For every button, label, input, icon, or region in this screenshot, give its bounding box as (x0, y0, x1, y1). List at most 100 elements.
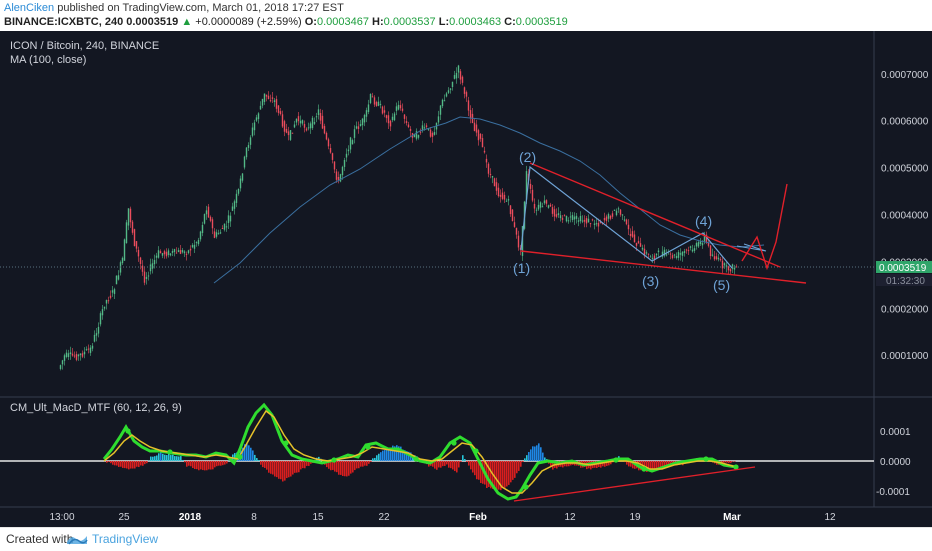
macd-hist-bar (734, 461, 736, 462)
candle-body (307, 127, 310, 129)
candle-body (549, 204, 552, 207)
candle-body (335, 171, 338, 180)
macd-hist-bar (334, 461, 336, 472)
time-tick: 13:00 (49, 512, 74, 523)
candle-body (203, 214, 206, 224)
candle-body (643, 248, 646, 256)
macd-hist-bar (628, 461, 630, 467)
candle-body (407, 124, 410, 128)
macd-pane-title[interactable]: CM_Ult_MacD_MTF (60, 12, 26, 9) (10, 402, 182, 414)
candle-body (347, 149, 350, 152)
macd-hist-bar (480, 461, 482, 483)
candle-body (197, 239, 200, 245)
candle-body (427, 128, 430, 130)
candle-body (81, 353, 84, 357)
candle-body (311, 117, 314, 129)
candle-body (321, 115, 324, 129)
candle-body (617, 208, 620, 210)
close-value: 0.0003519 (515, 16, 568, 28)
candle-body (113, 289, 116, 294)
candle-body (473, 122, 476, 131)
candle-body (325, 132, 328, 140)
candle-body (67, 353, 70, 358)
candle-body (135, 241, 138, 249)
candle-body (587, 218, 590, 223)
ma-100-line (213, 116, 765, 284)
time-axis[interactable]: 13:00 25 2018 8 15 22 Feb 12 19 Mar 12 (49, 512, 836, 523)
current-price-tag-label: 0.0003519 (879, 263, 927, 274)
macd-hist-bar (306, 461, 308, 466)
candle-body (193, 244, 196, 249)
macd-hist-bar (270, 461, 272, 474)
candle-body (547, 205, 550, 208)
macd-hist-bar (220, 461, 222, 466)
macd-hist-bar (526, 455, 528, 461)
macd-hist-bar (368, 461, 370, 464)
publish-header: AlenCiken published on TradingView.com, … (0, 0, 932, 30)
candle-body (309, 123, 312, 129)
macd-hist-bar (338, 461, 340, 475)
macd-hist-bar (632, 461, 634, 469)
published-text: published on TradingView.com, March 01, … (57, 2, 344, 14)
candle-body (485, 158, 488, 163)
macd-hist-bar (388, 449, 390, 461)
wave-label-1: (1) (513, 260, 530, 276)
author-link[interactable]: AlenCiken (4, 2, 55, 14)
candle-body (453, 75, 456, 79)
time-tick: 12 (824, 512, 836, 523)
macd-hist-bar (662, 461, 664, 469)
candle-body (459, 71, 462, 80)
macd-hist-bar (112, 461, 114, 465)
candle-body (249, 137, 252, 145)
macd-hist-bar (244, 444, 246, 461)
chart-canvas[interactable]: (1) (2) (3) (4) (5) ICON / Bitcoin, 240,… (0, 31, 932, 527)
ma-indicator-label[interactable]: MA (100, close) (10, 54, 86, 66)
candle-body (655, 253, 658, 256)
macd-hist-bar (340, 461, 342, 475)
candle-body (361, 118, 364, 126)
candle-body (637, 241, 640, 244)
macd-hist-bar (278, 461, 280, 479)
candle-body (227, 215, 230, 224)
macd-hist-bar (392, 445, 394, 461)
candle-body (257, 113, 260, 120)
macd-hist-bar (288, 461, 290, 478)
macd-hist-bar (550, 461, 552, 467)
candle-body (385, 115, 388, 119)
candle-body (603, 217, 606, 221)
candle-body (683, 251, 686, 253)
candle-body (615, 210, 618, 216)
macd-cross-dot (473, 448, 479, 454)
time-tick: 19 (629, 512, 641, 523)
main-pane-title: ICON / Bitcoin, 240, BINANCE (10, 40, 159, 52)
macd-hist-bar (542, 452, 544, 461)
macd-hist-bar (456, 461, 458, 473)
candle-body (445, 93, 448, 97)
candle-body (635, 242, 638, 246)
candle-body (671, 255, 674, 259)
tradingview-brand-link[interactable]: TradingView (92, 532, 159, 546)
candle-body (627, 224, 630, 230)
macd-hist-bar (374, 457, 376, 461)
macd-tick-high: 0.0001 (880, 427, 911, 438)
macd-hist-bar (728, 461, 730, 464)
candle-body (565, 216, 568, 222)
macd-hist-bar (604, 461, 606, 467)
candle-body (479, 133, 482, 139)
macd-hist-bar (370, 461, 372, 462)
candle-body (585, 218, 588, 224)
macd-hist-bar (360, 461, 362, 467)
macd-hist-bar (732, 461, 734, 462)
candle-body (357, 126, 360, 129)
macd-hist-bar (218, 461, 220, 466)
candle-body (133, 229, 136, 247)
candle-body (399, 105, 402, 109)
candle-body (345, 153, 348, 158)
candle-body (443, 100, 446, 102)
price-tick: 0.0004000 (881, 211, 929, 222)
candle-body (535, 209, 538, 211)
macd-hist-bar (496, 461, 498, 491)
candle-body (329, 148, 332, 153)
candle-body (477, 130, 480, 141)
candle-body (387, 115, 390, 124)
